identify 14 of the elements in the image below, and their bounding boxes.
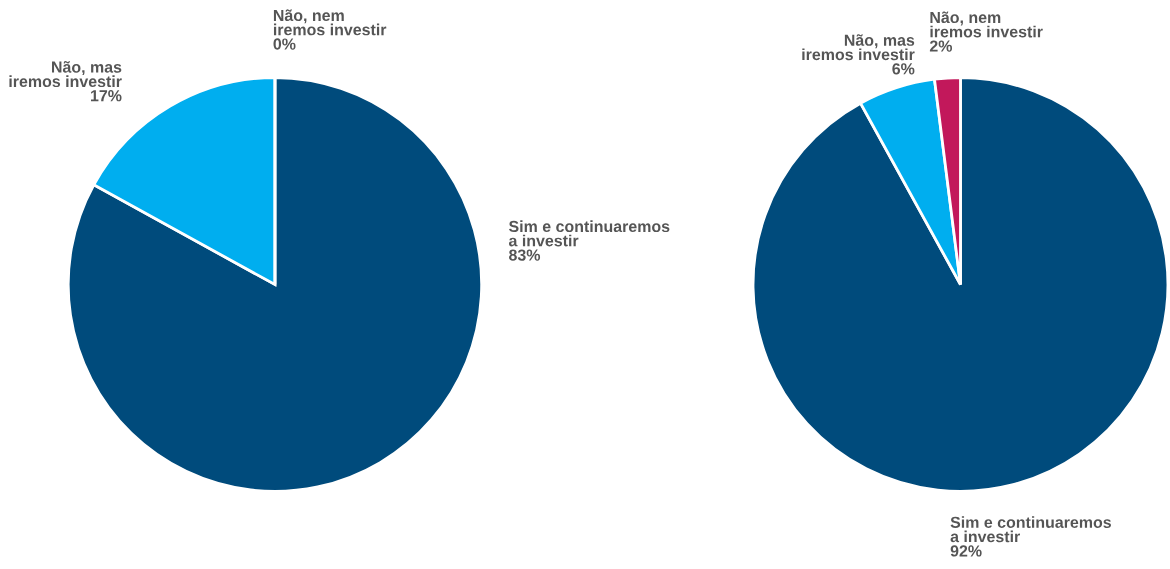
- data-label: 92%: [950, 545, 982, 557]
- data-label: 83%: [509, 249, 541, 261]
- data-label: 2%: [929, 40, 953, 52]
- data-label: 17%: [91, 90, 122, 102]
- slice-label: Sim e continuaremos a investir: [950, 516, 1111, 543]
- slice-label: Não, mas iremos investir: [802, 34, 915, 61]
- pie-slice: [751, 76, 1170, 493]
- category-label: Não, nem iremos investir: [273, 9, 387, 36]
- slice-label: Sim e continuaremos a investir: [508, 220, 670, 247]
- data-label: 6%: [892, 63, 915, 75]
- slice-label: Não, nem iremos investir: [930, 11, 1043, 38]
- pie-slice: [66, 76, 484, 493]
- text: 0%: [273, 38, 296, 50]
- slice-label: Não, mas iremos investir: [9, 61, 122, 88]
